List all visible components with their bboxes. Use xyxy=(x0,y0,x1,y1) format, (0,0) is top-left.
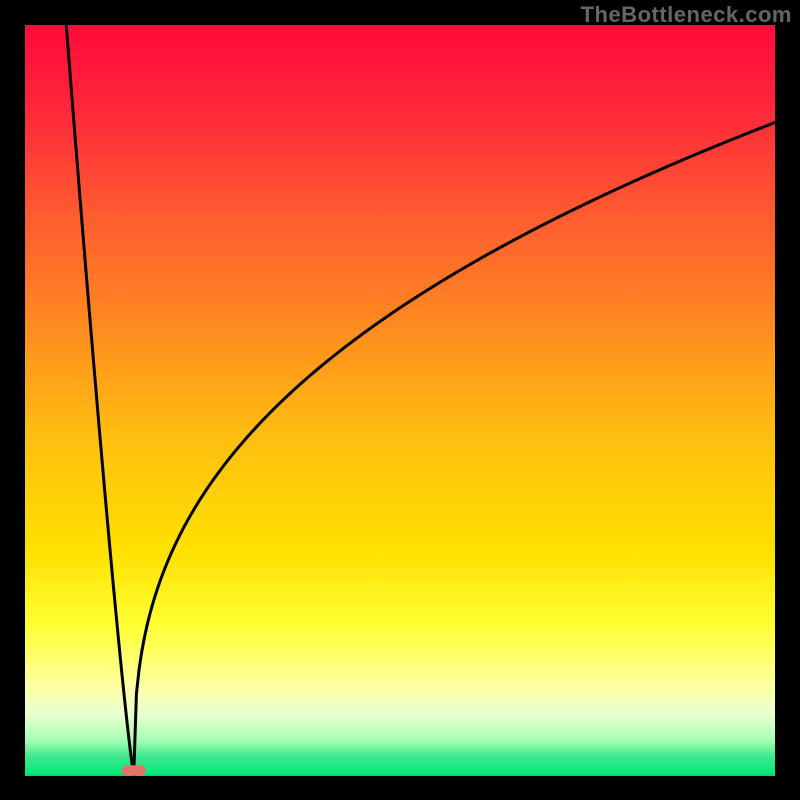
watermark-text: TheBottleneck.com xyxy=(581,2,792,28)
chart-stage: TheBottleneck.com xyxy=(0,0,800,800)
bottleneck-chart xyxy=(0,0,800,800)
gradient-area xyxy=(25,25,775,775)
optimum-marker xyxy=(122,765,146,776)
